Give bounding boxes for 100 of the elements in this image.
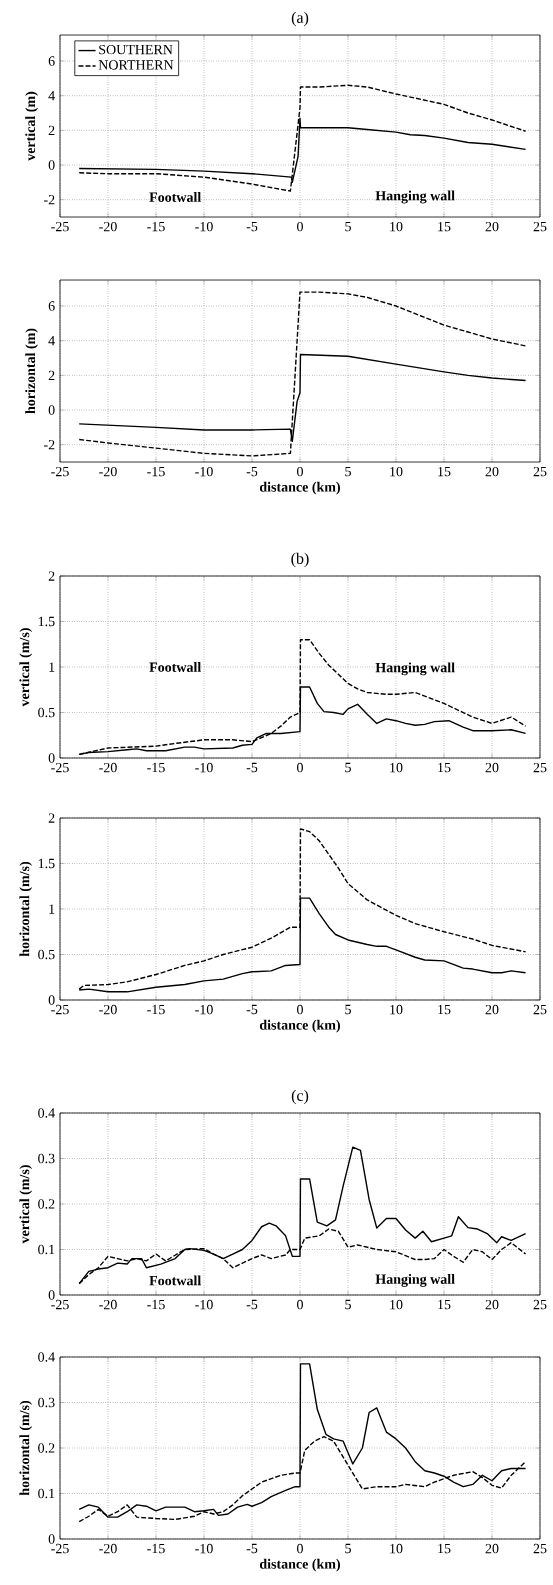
x-tick-label: 15 bbox=[438, 1004, 451, 1015]
y-axis-title: vertical (m/s) bbox=[19, 628, 33, 707]
x-tick-label: 15 bbox=[438, 221, 451, 232]
annotation: Footwall bbox=[149, 1275, 202, 1286]
x-tick-label: -20 bbox=[99, 466, 117, 477]
legend-label: SOUTHERN bbox=[99, 44, 173, 55]
x-tick-label: -5 bbox=[246, 1543, 258, 1554]
y-tick-label: 0.1 bbox=[38, 1488, 55, 1499]
y-tick-label: 0.5 bbox=[38, 707, 55, 718]
y-tick-label: 1 bbox=[49, 662, 55, 672]
x-tick-label: 10 bbox=[390, 1299, 403, 1310]
annotation: Footwall bbox=[149, 662, 202, 672]
y-tick-label: 4 bbox=[48, 336, 55, 346]
y-tick-label: 1 bbox=[49, 904, 55, 914]
legend-label: NORTHERN bbox=[98, 60, 174, 70]
x-tick-label: -20 bbox=[99, 762, 117, 773]
x-tick-label: -10 bbox=[195, 466, 213, 477]
x-tick-label: 20 bbox=[485, 1299, 499, 1310]
chart-title: (b) bbox=[291, 552, 309, 568]
y-axis-title: vertical (m/s) bbox=[19, 1165, 33, 1244]
x-tick-label: 10 bbox=[390, 466, 403, 477]
chart-title: (c) bbox=[291, 1089, 309, 1105]
x-tick-label: 5 bbox=[345, 221, 351, 232]
chart-title: (a) bbox=[291, 11, 309, 27]
line-series bbox=[78, 1363, 527, 1518]
y-axis-title: horizontal (m) bbox=[25, 328, 38, 414]
y-tick-label: 0 bbox=[48, 995, 55, 1005]
x-tick-label: -20 bbox=[99, 1543, 117, 1554]
y-tick-label: 0.4 bbox=[38, 1352, 55, 1362]
x-tick-label: -20 bbox=[99, 221, 117, 232]
y-tick-label: 0 bbox=[48, 1534, 55, 1544]
x-tick-label: -5 bbox=[246, 1004, 258, 1015]
x-tick-label: 10 bbox=[390, 1004, 403, 1015]
y-tick-label: 0.1 bbox=[38, 1244, 55, 1255]
x-tick-label: 15 bbox=[438, 1543, 451, 1554]
x-tick-label: 0 bbox=[297, 1543, 303, 1554]
x-tick-label: 20 bbox=[485, 221, 499, 232]
annotation: Hanging wall bbox=[375, 662, 455, 676]
x-tick-label: 25 bbox=[533, 466, 547, 477]
y-tick-label: 1.5 bbox=[38, 616, 55, 627]
x-tick-label: 15 bbox=[438, 466, 451, 477]
x-tick-label: 5 bbox=[345, 1299, 351, 1310]
y-tick-label: 2 bbox=[48, 370, 55, 380]
annotation: Hanging wall bbox=[375, 1274, 455, 1287]
x-tick-label: -10 bbox=[195, 1543, 213, 1554]
x-tick-label: -25 bbox=[51, 1299, 69, 1310]
x-tick-label: 5 bbox=[345, 466, 351, 477]
y-tick-label: 1.5 bbox=[38, 858, 55, 869]
x-tick-label: 5 bbox=[345, 1543, 351, 1554]
x-tick-label: 0 bbox=[297, 1299, 303, 1310]
x-tick-label: 25 bbox=[533, 1299, 547, 1310]
x-tick-label: -5 bbox=[246, 1299, 258, 1310]
y-tick-label: 0.5 bbox=[38, 949, 55, 960]
x-tick-label: -25 bbox=[51, 1543, 69, 1554]
y-tick-label: 2 bbox=[48, 813, 55, 823]
x-tick-label: 20 bbox=[485, 1543, 499, 1554]
x-tick-label: 10 bbox=[390, 762, 403, 773]
x-tick-label: 15 bbox=[438, 762, 451, 773]
x-tick-label: 25 bbox=[533, 1543, 547, 1554]
y-tick-label: 2 bbox=[48, 571, 55, 581]
x-tick-label: 0 bbox=[297, 1004, 303, 1015]
y-tick-label: 0.3 bbox=[38, 1153, 55, 1164]
y-tick-label: 0.4 bbox=[38, 1108, 55, 1118]
x-tick-label: -15 bbox=[147, 1004, 165, 1015]
x-axis-title: distance (km) bbox=[259, 481, 340, 495]
x-tick-label: -5 bbox=[246, 762, 258, 773]
x-tick-label: 0 bbox=[297, 762, 303, 773]
x-tick-label: -10 bbox=[195, 762, 213, 773]
x-tick-label: -10 bbox=[195, 221, 213, 232]
y-tick-label: 0.2 bbox=[38, 1443, 55, 1453]
x-tick-label: 20 bbox=[485, 762, 499, 773]
x-tick-label: 0 bbox=[297, 221, 303, 232]
x-tick-label: -15 bbox=[147, 221, 165, 232]
y-tick-label: 4 bbox=[48, 91, 55, 101]
x-tick-label: 10 bbox=[390, 221, 403, 232]
x-tick-label: 25 bbox=[533, 762, 547, 773]
y-tick-label: 0 bbox=[48, 1290, 55, 1300]
x-tick-label: -25 bbox=[51, 1004, 69, 1015]
y-tick-label: 2 bbox=[48, 125, 55, 135]
x-tick-label: -25 bbox=[51, 762, 69, 773]
x-tick-label: -10 bbox=[195, 1004, 213, 1015]
x-tick-label: 10 bbox=[390, 1543, 403, 1554]
x-tick-label: 20 bbox=[485, 466, 499, 477]
annotation: Hanging wall bbox=[375, 190, 455, 204]
x-tick-label: 0 bbox=[297, 466, 303, 477]
y-tick-label: 0 bbox=[48, 753, 55, 763]
y-axis-title: vertical (m) bbox=[25, 91, 38, 161]
y-tick-label: 6 bbox=[48, 56, 55, 66]
y-tick-label: 6 bbox=[48, 301, 55, 311]
y-axis-title: horizontal (m/s) bbox=[19, 1401, 33, 1496]
x-tick-label: 15 bbox=[438, 1299, 451, 1310]
x-tick-label: 5 bbox=[345, 762, 351, 773]
y-tick-label: -2 bbox=[43, 195, 55, 205]
x-tick-label: -5 bbox=[246, 466, 258, 477]
x-axis-title: distance (km) bbox=[259, 1558, 340, 1572]
y-tick-label: -2 bbox=[43, 440, 55, 450]
x-tick-label: 25 bbox=[533, 221, 547, 232]
x-tick-label: 5 bbox=[345, 1004, 351, 1015]
x-tick-label: -10 bbox=[195, 1299, 213, 1310]
y-tick-label: 0.3 bbox=[38, 1397, 55, 1408]
